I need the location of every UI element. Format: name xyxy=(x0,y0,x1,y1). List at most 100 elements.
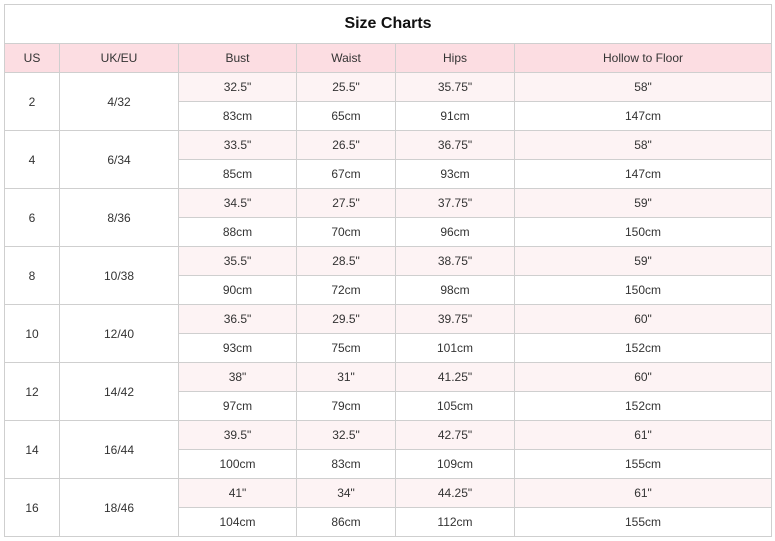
ukeu-size: 14/42 xyxy=(59,362,179,421)
table-row-cm: 90cm 72cm 98cm 150cm xyxy=(5,275,773,305)
ukeu-size: 6/34 xyxy=(59,130,179,189)
bust-inch: 41" xyxy=(178,478,297,508)
table-row-cm: 93cm 75cm 101cm 152cm xyxy=(5,333,773,363)
column-header-hollow-to-floor: Hollow to Floor xyxy=(513,43,773,73)
header-row: US UK/EU Bust Waist Hips Hollow to Floor xyxy=(4,43,773,73)
hips-inch: 36.75" xyxy=(395,130,515,160)
hollow-to-floor-inch: 60" xyxy=(513,362,773,392)
us-size: 2 xyxy=(4,72,60,131)
hips-inch: 39.75" xyxy=(395,304,515,334)
hollow-to-floor-cm: 147cm xyxy=(513,159,773,189)
size-chart-table: Size Charts US UK/EU Bust Waist Hips Hol… xyxy=(3,4,773,537)
column-header-bust: Bust xyxy=(178,43,297,73)
hips-cm: 96cm xyxy=(395,217,515,247)
us-size: 14 xyxy=(4,420,60,479)
table-row-cm: 88cm 70cm 96cm 150cm xyxy=(5,217,773,247)
hollow-to-floor-cm: 152cm xyxy=(513,391,773,421)
table-row-cm: 83cm 65cm 91cm 147cm xyxy=(5,101,773,131)
us-size: 16 xyxy=(4,478,60,537)
column-header-hips: Hips xyxy=(395,43,515,73)
table-title: Size Charts xyxy=(3,4,773,44)
hips-cm: 112cm xyxy=(395,507,515,537)
hips-cm: 105cm xyxy=(395,391,515,421)
hollow-to-floor-inch: 59" xyxy=(513,246,773,276)
bust-cm: 97cm xyxy=(178,391,297,421)
table-row-inch: 8 10/38 35.5" 28.5" 38.75" 59" xyxy=(4,246,773,305)
waist-cm: 70cm xyxy=(296,217,396,247)
hips-inch: 37.75" xyxy=(395,188,515,218)
bust-inch: 39.5" xyxy=(178,420,297,450)
waist-cm: 67cm xyxy=(296,159,396,189)
hollow-to-floor-cm: 150cm xyxy=(513,217,773,247)
column-header-ukeu: UK/EU xyxy=(59,43,179,73)
hips-inch: 41.25" xyxy=(395,362,515,392)
hips-cm: 109cm xyxy=(395,449,515,479)
bust-inch: 34.5" xyxy=(178,188,297,218)
us-size: 12 xyxy=(4,362,60,421)
table-row-inch: 6 8/36 34.5" 27.5" 37.75" 59" xyxy=(4,188,773,247)
hollow-to-floor-cm: 155cm xyxy=(513,449,773,479)
table-row-inch: 14 16/44 39.5" 32.5" 42.75" 61" xyxy=(4,420,773,479)
bust-inch: 36.5" xyxy=(178,304,297,334)
waist-inch: 34" xyxy=(296,478,396,508)
hollow-to-floor-cm: 152cm xyxy=(513,333,773,363)
hollow-to-floor-inch: 61" xyxy=(513,478,773,508)
waist-cm: 75cm xyxy=(296,333,396,363)
bust-cm: 104cm xyxy=(178,507,297,537)
table-row-inch: 12 14/42 38" 31" 41.25" 60" xyxy=(4,362,773,421)
us-size: 4 xyxy=(4,130,60,189)
waist-cm: 65cm xyxy=(296,101,396,131)
waist-cm: 79cm xyxy=(296,391,396,421)
table-row-inch: 4 6/34 33.5" 26.5" 36.75" 58" xyxy=(4,130,773,189)
hips-inch: 42.75" xyxy=(395,420,515,450)
bust-cm: 83cm xyxy=(178,101,297,131)
table-row-cm: 85cm 67cm 93cm 147cm xyxy=(5,159,773,189)
bust-cm: 100cm xyxy=(178,449,297,479)
bust-cm: 93cm xyxy=(178,333,297,363)
us-size: 6 xyxy=(4,188,60,247)
hips-inch: 38.75" xyxy=(395,246,515,276)
hollow-to-floor-cm: 155cm xyxy=(513,507,773,537)
table-row-cm: 97cm 79cm 105cm 152cm xyxy=(5,391,773,421)
table-row-cm: 104cm 86cm 112cm 155cm xyxy=(5,507,773,537)
waist-inch: 29.5" xyxy=(296,304,396,334)
ukeu-size: 4/32 xyxy=(59,72,179,131)
ukeu-size: 8/36 xyxy=(59,188,179,247)
waist-inch: 26.5" xyxy=(296,130,396,160)
column-header-waist: Waist xyxy=(296,43,396,73)
table-row-cm: 100cm 83cm 109cm 155cm xyxy=(5,449,773,479)
hollow-to-floor-inch: 59" xyxy=(513,188,773,218)
hollow-to-floor-inch: 61" xyxy=(513,420,773,450)
table-row-inch: 16 18/46 41" 34" 44.25" 61" xyxy=(4,478,773,537)
waist-cm: 72cm xyxy=(296,275,396,305)
waist-inch: 27.5" xyxy=(296,188,396,218)
bust-inch: 32.5" xyxy=(178,72,297,102)
hips-cm: 93cm xyxy=(395,159,515,189)
hollow-to-floor-inch: 58" xyxy=(513,130,773,160)
waist-cm: 83cm xyxy=(296,449,396,479)
waist-inch: 28.5" xyxy=(296,246,396,276)
bust-inch: 35.5" xyxy=(178,246,297,276)
hips-inch: 44.25" xyxy=(395,478,515,508)
bust-inch: 38" xyxy=(178,362,297,392)
bust-cm: 85cm xyxy=(178,159,297,189)
bust-inch: 33.5" xyxy=(178,130,297,160)
hips-cm: 98cm xyxy=(395,275,515,305)
hips-cm: 91cm xyxy=(395,101,515,131)
waist-inch: 31" xyxy=(296,362,396,392)
ukeu-size: 10/38 xyxy=(59,246,179,305)
bust-cm: 88cm xyxy=(178,217,297,247)
hollow-to-floor-cm: 147cm xyxy=(513,101,773,131)
ukeu-size: 18/46 xyxy=(59,478,179,537)
waist-inch: 25.5" xyxy=(296,72,396,102)
hollow-to-floor-inch: 60" xyxy=(513,304,773,334)
hips-cm: 101cm xyxy=(395,333,515,363)
us-size: 8 xyxy=(4,246,60,305)
waist-cm: 86cm xyxy=(296,507,396,537)
us-size: 10 xyxy=(4,304,60,363)
table-row-inch: 10 12/40 36.5" 29.5" 39.75" 60" xyxy=(4,304,773,363)
hips-inch: 35.75" xyxy=(395,72,515,102)
hollow-to-floor-cm: 150cm xyxy=(513,275,773,305)
bust-cm: 90cm xyxy=(178,275,297,305)
column-header-us: US xyxy=(4,43,60,73)
